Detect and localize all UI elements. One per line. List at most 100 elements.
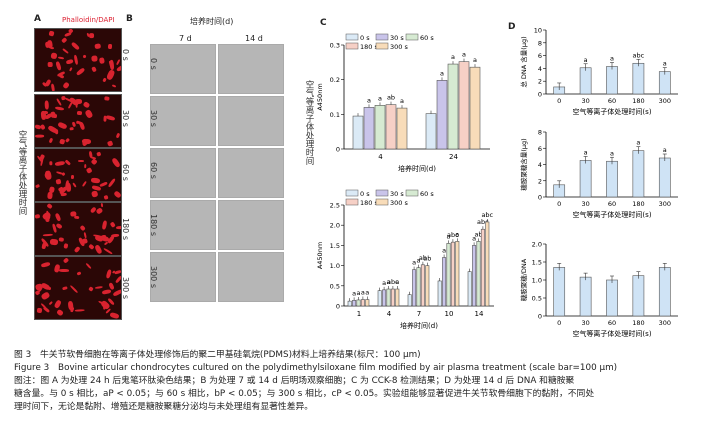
x-tick-label: 300 [659, 200, 671, 208]
fluorescence-image-0s [34, 28, 122, 92]
bar [632, 62, 645, 95]
bar [658, 71, 671, 95]
bar-180s [480, 228, 485, 307]
sig-label: ab [419, 254, 427, 262]
brightfield-image [150, 96, 216, 146]
sig-label: ab [387, 94, 395, 102]
y-tick-label: 0 [538, 91, 542, 99]
y-tick-label: 8 [538, 39, 542, 47]
sig-label: a [447, 232, 451, 240]
bar-180s [385, 104, 397, 150]
bar-300s [365, 299, 370, 307]
y-tick-label: 0.2 [330, 76, 340, 84]
bar [579, 67, 592, 95]
sig-label: a [663, 60, 667, 68]
bar [606, 279, 618, 317]
x-tick-label: 30 [581, 97, 589, 105]
y-tick-label: 6 [538, 145, 542, 153]
sig-label: a [352, 289, 356, 297]
sig-label: abc [387, 278, 399, 286]
sig-label: a [610, 149, 614, 157]
sig-label: a [387, 278, 391, 286]
bar-60s [446, 243, 451, 307]
x-axis-title: 空气等离子体处理时间(s) [572, 210, 651, 219]
brightfield-image [218, 96, 284, 146]
bar [658, 267, 671, 317]
x-tick-label: 10 [445, 310, 454, 318]
bar-0s [425, 113, 437, 150]
brightfield-image [218, 148, 284, 198]
legend-label: 30 s [390, 190, 404, 198]
y-tick-label: 1.5 [330, 242, 340, 250]
x-tick-label: 30 [581, 319, 589, 327]
bar-60s [416, 267, 421, 307]
x-tick-label: 7 [417, 310, 421, 318]
legend-label: 0 s [360, 190, 370, 198]
legend-label: 60 s [420, 34, 434, 42]
sig-label: a [361, 289, 365, 297]
x-tick-label: 60 [608, 319, 616, 327]
sig-label: abc [481, 211, 493, 219]
sig-label: abc [633, 51, 645, 59]
y-tick-label: 8 [538, 129, 542, 137]
sig-label: ab [474, 230, 482, 238]
bar-180s [360, 299, 365, 307]
sig-label: a [400, 97, 404, 105]
x-tick-label: 14 [475, 310, 484, 318]
sig-label: a [584, 56, 588, 64]
x-tick-label: 0 [557, 97, 561, 105]
panel-c-label: C [320, 18, 327, 28]
fluorescence-image-180s [34, 202, 122, 256]
y-tick-label: 1.0 [532, 277, 542, 285]
caption-note-2: 糖含量。与 0 s 相比，aP < 0.05；与 60 s 相比，bP < 0.… [14, 389, 595, 399]
sig-label: a [472, 234, 476, 242]
legend-label: 180 s [360, 199, 378, 207]
x-tick-label: 0 [557, 200, 561, 208]
legend-label: 180 s [360, 43, 378, 51]
legend-swatch [375, 33, 389, 41]
fluorescence-image-300s [34, 256, 122, 320]
y-tick-label: 0.5 [532, 295, 542, 303]
y-tick-label: 0 [538, 313, 542, 321]
time-header: 培养时间(d) [190, 17, 234, 26]
x-tick-label: 30 [581, 200, 589, 208]
bar-30s [352, 300, 357, 307]
sig-label: a [357, 289, 361, 297]
sig-label: a [636, 139, 640, 147]
legend-swatch [345, 198, 359, 206]
bar-30s [436, 80, 448, 150]
y-tick-label: 1.5 [532, 259, 542, 267]
legend-label: 300 s [390, 43, 408, 51]
y-tick-label: 0.1 [330, 111, 340, 119]
vertical-axis-label-a: 空气等离子体处理时间 [17, 130, 27, 215]
bar [579, 276, 592, 317]
x-tick-label: 180 [632, 319, 644, 327]
sig-label: abc [477, 218, 489, 226]
col-7d: 7 d [179, 34, 192, 43]
panel-a-label: A [34, 14, 41, 24]
bar-30s [382, 289, 387, 307]
sig-label: a [584, 148, 588, 156]
brightfield-image [150, 148, 216, 198]
figure-caption: 图 3 牛关节软骨细胞在等离子体处理修饰后的聚二甲基硅氧烷(PDMS)材料上培养… [14, 349, 698, 414]
sig-label: a [451, 53, 455, 61]
vertical-axis-label-b: 空气等离子体处理时间 [304, 80, 314, 165]
bar-0s [467, 271, 472, 307]
x-tick-label: 180 [632, 97, 644, 105]
bar [553, 267, 566, 317]
bar-60s [476, 241, 481, 307]
legend-swatch [375, 198, 389, 206]
sig-label: a [367, 96, 371, 104]
legend-label: 300 s [390, 199, 408, 207]
brightfield-image [218, 252, 284, 302]
legend-swatch [345, 42, 359, 50]
y-tick-label: 1.0 [330, 262, 340, 270]
sig-label: a [462, 51, 466, 59]
brightfield-image [218, 44, 284, 94]
x-tick-label: 60 [608, 200, 616, 208]
x-tick-label: 4 [378, 153, 383, 161]
panel-b-label: B [126, 14, 133, 24]
bar-300s [396, 107, 408, 150]
x-tick-label: 180 [632, 200, 644, 208]
